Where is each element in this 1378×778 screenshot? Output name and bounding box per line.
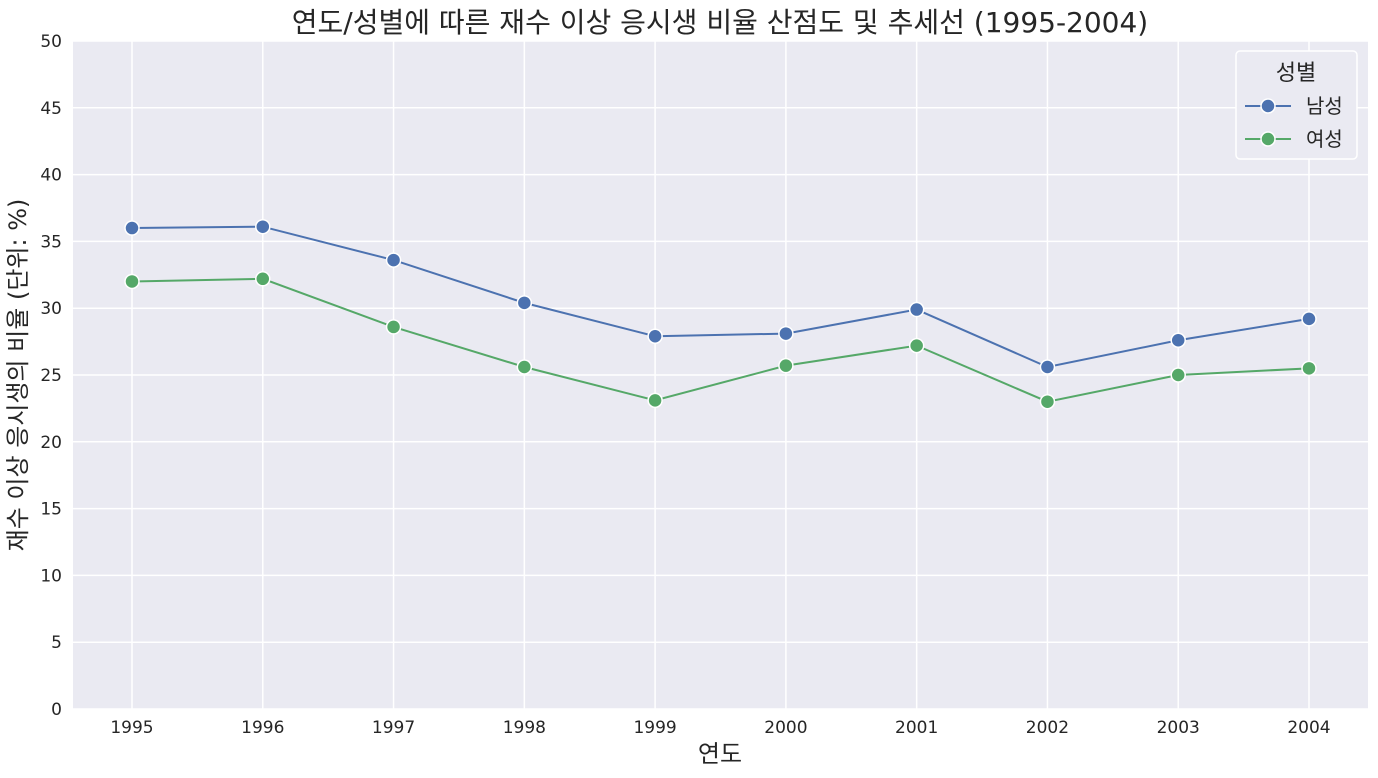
chart-title: 연도/성별에 따른 재수 이상 응시생 비율 산점도 및 추세선 (1995-2… <box>292 6 1149 39</box>
data-point <box>778 325 794 342</box>
legend-marker <box>1260 131 1276 147</box>
data-point <box>255 271 271 287</box>
data-point <box>255 218 271 235</box>
series-line-1 <box>131 277 1310 403</box>
x-axis-ticks: 1995 1996 1997 1998 1999 2000 2001 2002 2003 2004 <box>110 718 1330 738</box>
y-tick-label: 20 <box>40 433 62 453</box>
x-tick-label: 1996 <box>241 718 284 738</box>
legend-label: 여성 <box>1306 127 1343 151</box>
data-point <box>1170 332 1186 349</box>
y-tick-label: 30 <box>40 299 62 319</box>
y-tick-label: 5 <box>51 633 62 653</box>
data-point <box>516 295 533 311</box>
x-tick-label: 2000 <box>764 718 807 738</box>
x-tick-label: 2001 <box>895 718 938 738</box>
x-tick-label: 1998 <box>503 718 546 738</box>
legend-label: 남성 <box>1306 94 1343 118</box>
data-point <box>124 273 140 290</box>
y-tick-label: 15 <box>40 500 62 520</box>
y-tick-label: 50 <box>40 32 62 52</box>
x-tick-label: 1997 <box>372 718 415 738</box>
data-point <box>385 319 402 335</box>
y-tick-label: 40 <box>40 166 62 186</box>
y-tick-label: 10 <box>40 566 62 586</box>
x-tick-label: 1995 <box>110 718 153 738</box>
x-axis-title: 연도 <box>698 740 742 768</box>
data-point <box>1301 360 1317 377</box>
x-tick-label: 2003 <box>1157 718 1200 738</box>
data-point <box>647 328 663 345</box>
data-point <box>1301 311 1317 327</box>
series-line-0 <box>131 225 1310 369</box>
y-tick-label: 25 <box>40 366 62 386</box>
x-tick-label: 1999 <box>633 718 676 738</box>
data-point <box>1039 393 1056 410</box>
y-tick-label: 0 <box>51 700 62 720</box>
series-lines <box>124 218 1317 410</box>
x-tick-label: 2002 <box>1026 718 1069 738</box>
legend-marker <box>1260 98 1276 114</box>
y-axis-ticks: 0 5 10 15 20 25 30 35 40 45 50 <box>40 32 62 720</box>
legend-title: 성별 <box>1276 61 1316 86</box>
data-point <box>908 301 925 318</box>
y-tick-label: 35 <box>40 232 62 252</box>
data-point <box>647 392 663 409</box>
x-tick-label: 2004 <box>1287 718 1330 738</box>
y-axis-title: 재수 이상 응시생의 비율 (단위: %) <box>4 199 32 552</box>
data-point <box>516 359 533 375</box>
data-point <box>385 252 402 268</box>
data-point <box>1170 367 1186 383</box>
data-point <box>778 357 794 374</box>
data-point <box>908 337 925 354</box>
data-point <box>124 220 140 236</box>
gridlines <box>73 40 1368 710</box>
y-tick-label: 45 <box>40 99 62 119</box>
data-point <box>1039 359 1056 375</box>
